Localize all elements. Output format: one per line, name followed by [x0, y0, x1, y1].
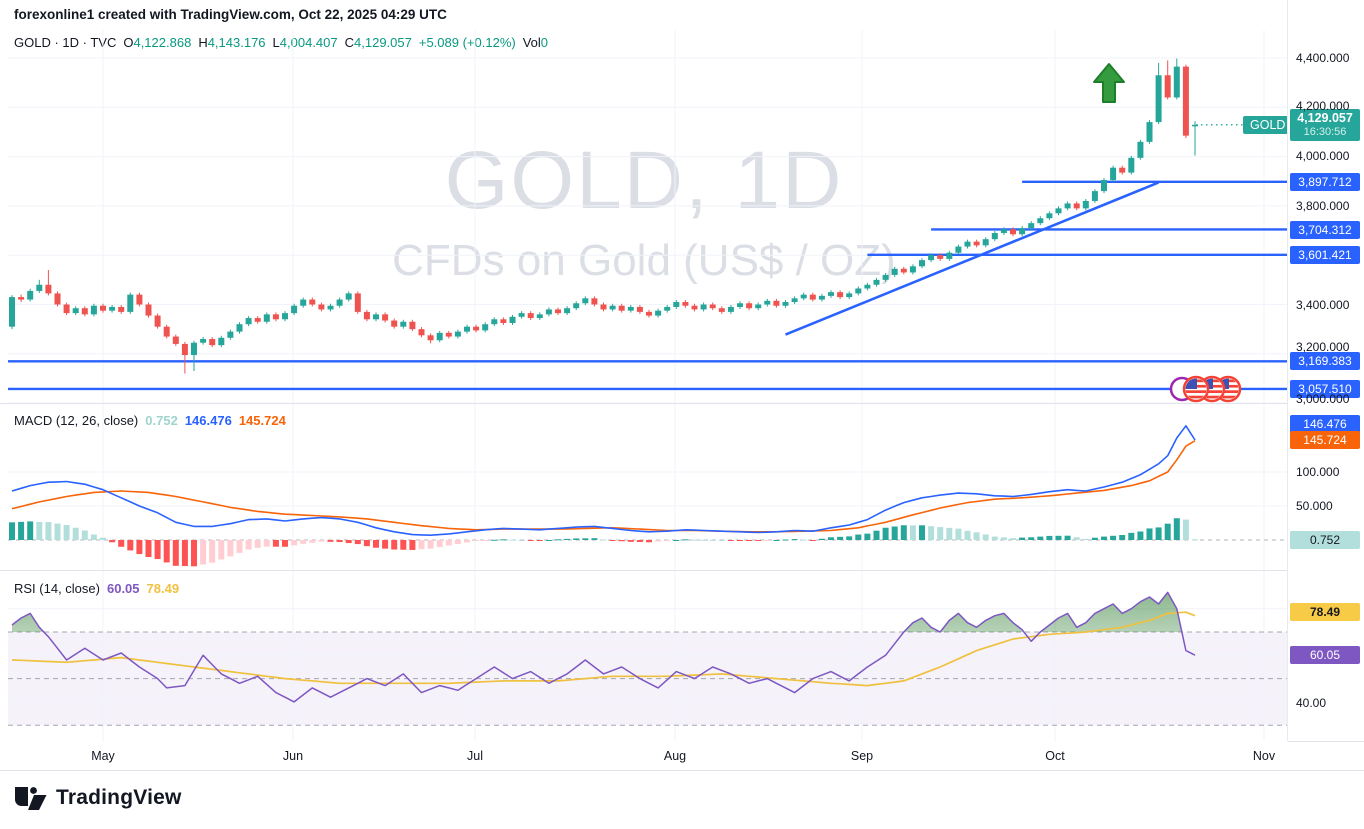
time-axis-month-label: Oct	[1045, 749, 1065, 763]
current-price-value: 4,129.057	[1297, 111, 1353, 125]
time-axis-month-label: Jun	[282, 749, 304, 763]
chart-bottom-border	[0, 770, 1364, 771]
rsi-value: 60.05	[106, 581, 140, 596]
price-axis[interactable]: 4,129.057 16:30:56 3,897.712 3,704.312 3…	[1287, 0, 1364, 771]
macd-histogram	[9, 518, 1198, 567]
bar-countdown: 16:30:56	[1303, 126, 1347, 138]
level-price-tag: 3,897.712	[1290, 173, 1360, 191]
axis-tick-label: 4,000.000	[1296, 149, 1350, 163]
tradingview-logo-text: TradingView	[56, 786, 182, 809]
axis-tick-label: 4,200.000	[1296, 99, 1350, 113]
rsi-ma-value: 78.49	[146, 581, 180, 596]
time-axis-month-label: Nov	[1252, 749, 1276, 763]
time-axis[interactable]: May Jun Jul Aug Sep Oct Nov	[0, 741, 1288, 771]
time-axis-month-label: Aug	[663, 749, 687, 763]
axis-tick-label: 3,800.000	[1296, 199, 1350, 213]
ohlc-open: O4,122.868	[123, 35, 192, 50]
price-line-symbol-tag: GOLD	[1243, 116, 1293, 134]
up-arrow-annotation[interactable]	[1093, 63, 1125, 103]
tradingview-logo-icon	[15, 787, 47, 810]
axis-tick-label: 4,400.000	[1296, 51, 1350, 65]
economic-event-flag-icons[interactable]	[1169, 375, 1242, 403]
macd-signal-value: 145.724	[238, 413, 286, 428]
rsi-ma-tag: 78.49	[1290, 603, 1360, 621]
rsi-line	[11, 591, 1196, 703]
trend-line	[785, 181, 1160, 336]
rsi-value-tag: 60.05	[1290, 646, 1360, 664]
level-price-tag: 3,169.383	[1290, 352, 1360, 370]
level-price-tag: 3,704.312	[1290, 221, 1360, 239]
time-axis-month-label: Sep	[850, 749, 874, 763]
macd-line-value: 146.476	[184, 413, 232, 428]
level-price-tag: 3,601.421	[1290, 246, 1360, 264]
macd-hist-tag: 0.752	[1290, 531, 1360, 549]
macd-pane[interactable]	[8, 404, 1287, 570]
grid-layer	[8, 30, 1287, 403]
macd-legend[interactable]: MACD (12, 26, close) 0.752 146.476 145.7…	[14, 413, 286, 428]
ohlc-high: H4,143.176	[198, 35, 266, 50]
rsi-ma-line	[11, 611, 1196, 687]
macd-signal-tag: 145.724	[1290, 431, 1360, 449]
ohlc-close: C4,129.057	[344, 35, 412, 50]
grid-layer	[8, 404, 1287, 570]
main-price-pane[interactable]	[8, 30, 1287, 403]
change-value: +5.089 (+0.12%)	[418, 35, 516, 50]
attribution-text: forexonline1 created with TradingView.co…	[14, 7, 447, 22]
tradingview-logo[interactable]: TradingView	[14, 783, 182, 813]
pane-separator[interactable]	[0, 403, 1364, 404]
current-price-tag: 4,129.057 16:30:56	[1290, 109, 1360, 141]
time-axis-month-label: May	[91, 749, 115, 763]
level-lines-layer[interactable]	[8, 180, 1287, 391]
axis-tick-label: 100.000	[1296, 465, 1340, 479]
volume: Vol0	[522, 35, 549, 50]
axis-tick-label: 40.00	[1296, 696, 1327, 710]
level-price-tag: 3,057.510	[1290, 380, 1360, 398]
axis-tick-label: 3,200.000	[1296, 340, 1350, 354]
rsi-title: RSI (14, close)	[14, 581, 100, 596]
ohlc-low: L4,004.407	[272, 35, 338, 50]
macd-hist-value: 0.752	[145, 413, 178, 428]
macd-title: MACD (12, 26, close)	[14, 413, 139, 428]
axis-tick-label: 3,400.000	[1296, 298, 1350, 312]
pane-separator[interactable]	[0, 570, 1364, 571]
rsi-legend[interactable]: RSI (14, close) 60.05 78.49	[14, 581, 179, 596]
time-axis-month-label: Jul	[467, 749, 483, 763]
macd-line	[11, 425, 1196, 536]
candles-layer	[9, 58, 1198, 374]
macd-value-tag: 146.476	[1290, 415, 1360, 433]
macd-signal-line	[11, 440, 1196, 533]
rsi-pane[interactable]	[8, 571, 1287, 741]
axis-tick-label: 50.000	[1296, 499, 1333, 513]
symbol-interval-exchange: GOLD · 1D · TVC	[14, 35, 117, 50]
axis-tick-label: 3,000.000	[1296, 392, 1350, 406]
symbol-legend[interactable]: GOLD · 1D · TVC O4,122.868 H4,143.176 L4…	[14, 35, 548, 50]
